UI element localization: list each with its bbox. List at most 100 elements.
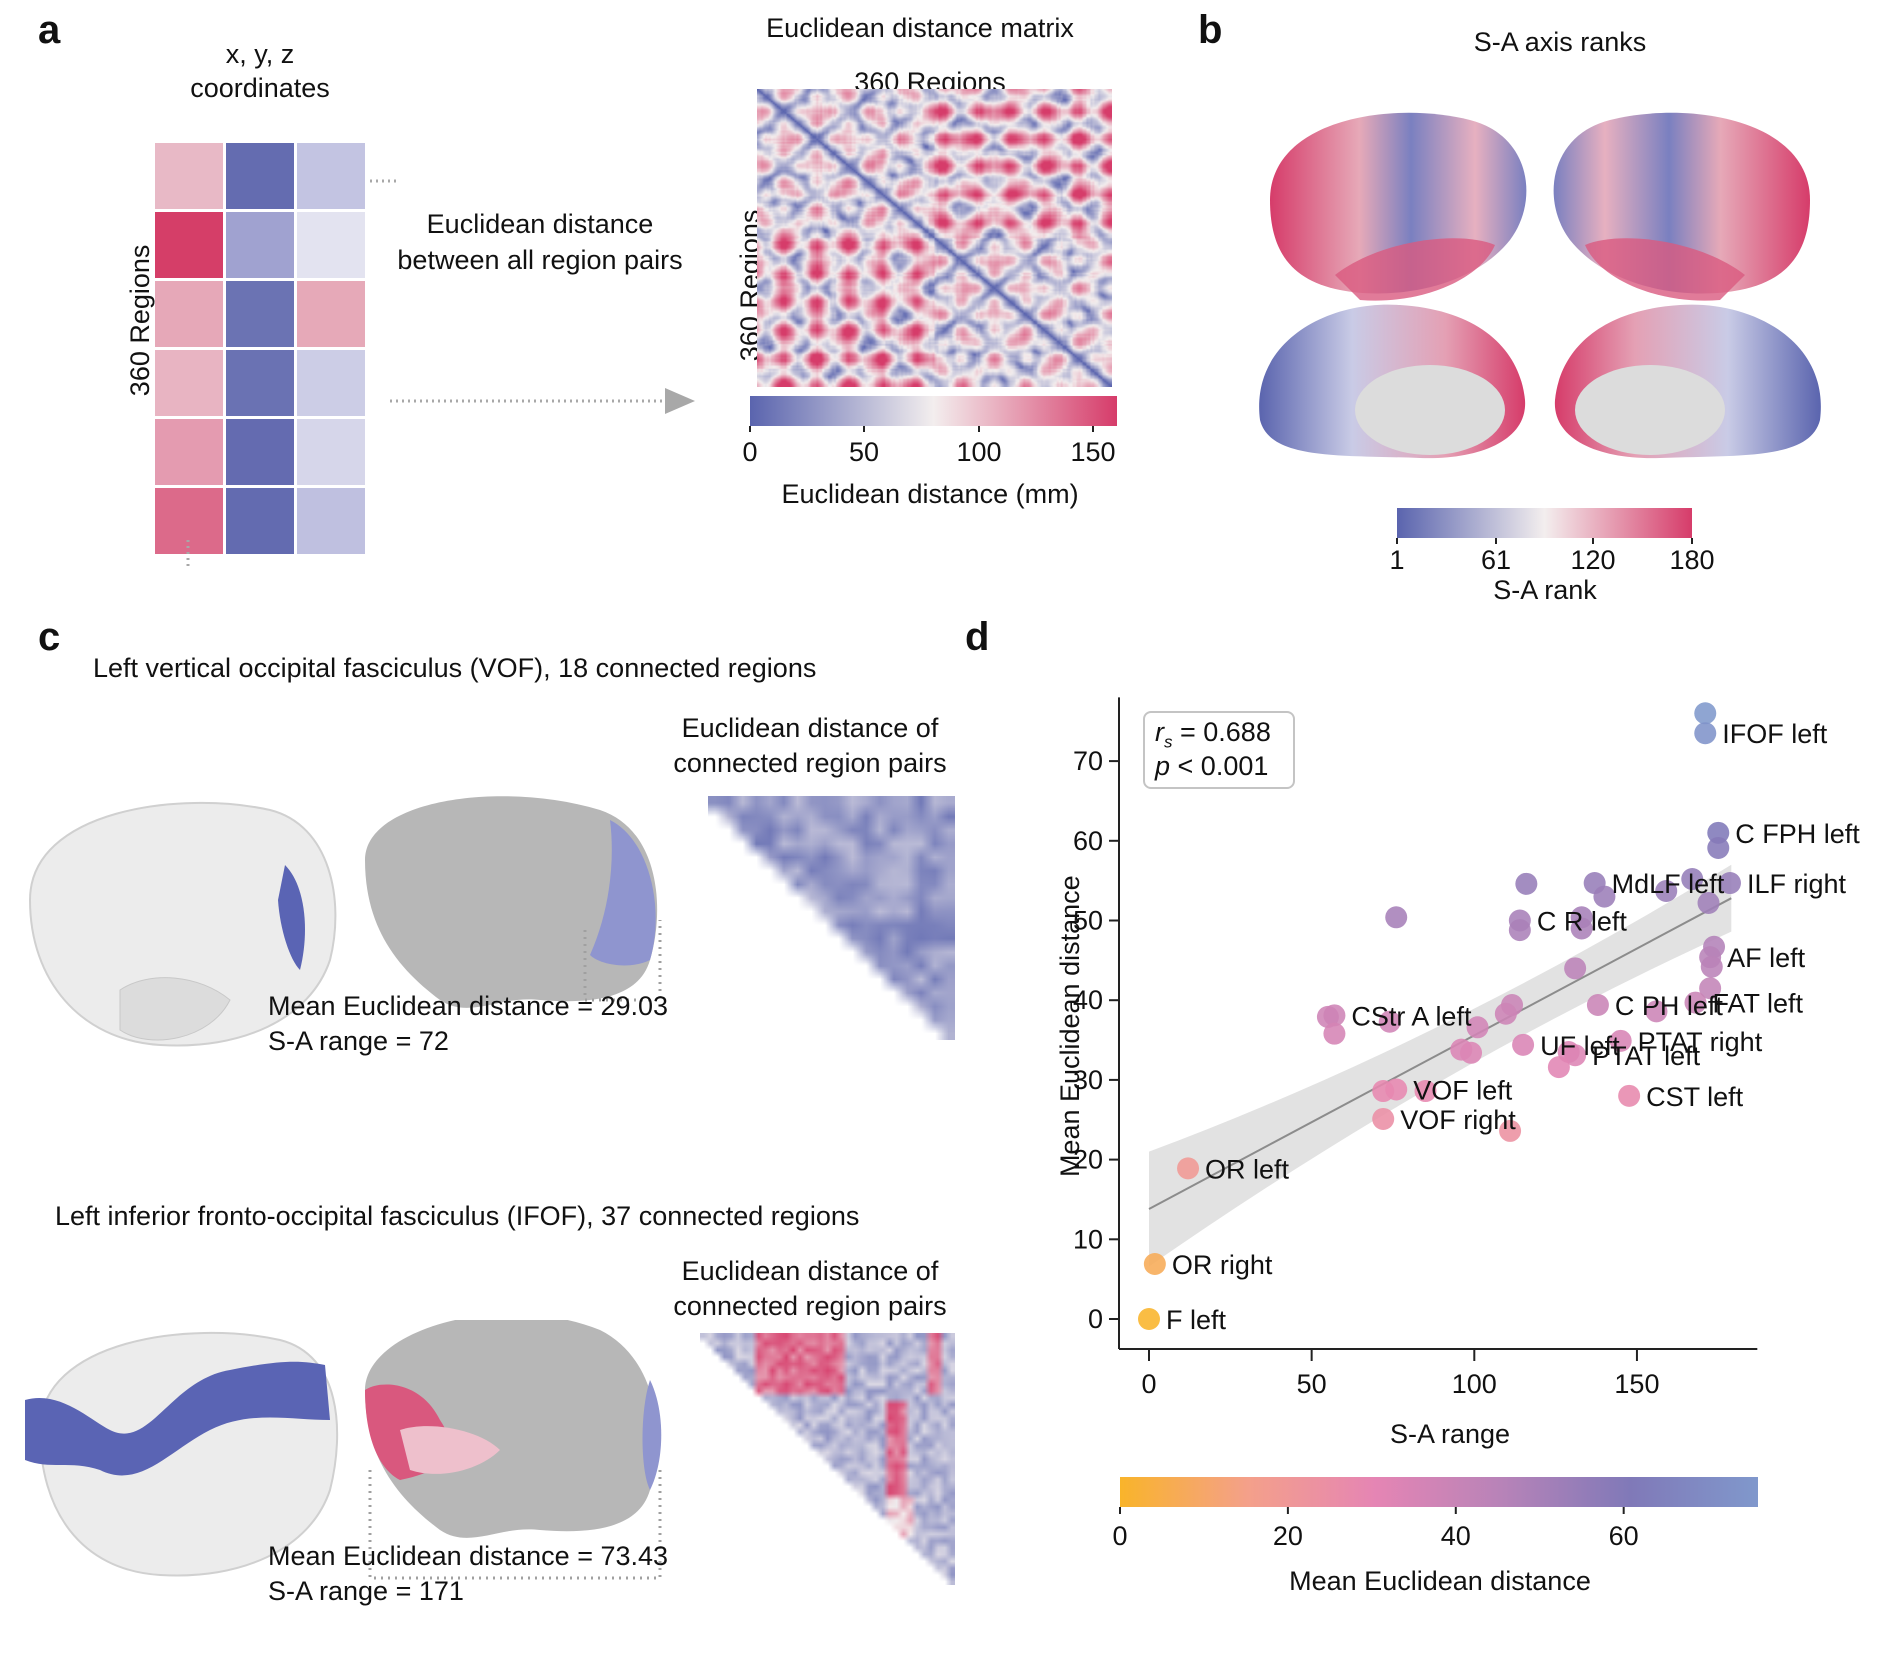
sa-rank-colorbar: [1397, 508, 1692, 538]
cb-b-tick-label: 180: [1669, 545, 1715, 575]
cortical-surfaces: [1259, 112, 1821, 459]
data-point: [1138, 1308, 1160, 1330]
mean-distance-colorbar-ticks: [1119, 1507, 1625, 1514]
euclidean-distance-matrix: [757, 89, 1112, 387]
ifof-distance-triangle: [700, 1333, 955, 1585]
ifof-title: Left inferior fronto-occipital fasciculu…: [55, 1201, 860, 1231]
cb-b-tick-label: 120: [1570, 545, 1616, 575]
point-label: AF left: [1727, 943, 1806, 973]
coordinate-cell: [226, 212, 294, 278]
panel-letter-a: a: [38, 8, 61, 52]
x-tick-label: 50: [1297, 1369, 1327, 1399]
data-point: [1460, 1041, 1483, 1064]
point-label: MdLF left: [1612, 869, 1725, 899]
point-label: PTAT right: [1638, 1027, 1763, 1057]
data-point: [1718, 872, 1741, 895]
data-point: [1177, 1157, 1200, 1180]
cb-b-tick-label: 1: [1389, 545, 1405, 575]
coordinate-cell: [226, 488, 294, 554]
point-label: C R left: [1537, 907, 1628, 937]
data-point: [1547, 1056, 1570, 1079]
cb-d-tick-label: 60: [1608, 1521, 1639, 1551]
x-axis-label: S-A range: [1389, 1419, 1511, 1449]
matrix-title: Euclidean distance matrix: [766, 13, 1074, 43]
ifof-tract: [25, 1361, 330, 1476]
vof-range-text: S-A range = 72: [268, 1026, 449, 1056]
cb-a-tick-label: 100: [956, 437, 1002, 467]
right-medial-wall: [1575, 365, 1725, 455]
y-tick-label: 0: [1088, 1304, 1103, 1334]
coordinate-cell: [226, 350, 294, 416]
point-label: PTAT left: [1592, 1041, 1701, 1071]
point-label: C FPH left: [1735, 819, 1860, 849]
p-stat: p < 0.001: [1155, 751, 1269, 781]
data-point: [1515, 872, 1538, 895]
x-tick-label: 100: [1452, 1369, 1497, 1399]
y-tick-label: 10: [1073, 1224, 1103, 1254]
data-point: [1378, 1010, 1401, 1033]
arrow-label-line1: Euclidean distance: [426, 209, 654, 239]
vof-title: Left vertical occipital fasciculus (VOF)…: [93, 653, 817, 683]
confidence-band: [1149, 864, 1732, 1267]
ifof-occipital-region: [642, 1380, 662, 1490]
coordinate-cell: [297, 143, 365, 209]
coordinate-cell: [226, 419, 294, 485]
data-point: [1466, 1016, 1489, 1039]
data-point: [1323, 1022, 1346, 1045]
data-point: [1700, 955, 1723, 978]
ifof-temporal-region: [400, 1426, 500, 1474]
regression-line: [1148, 897, 1732, 1210]
data-point: [1618, 1084, 1641, 1107]
coordinate-cell: [155, 212, 223, 278]
point-label: UF left: [1540, 1031, 1620, 1061]
point-label: VOF right: [1400, 1105, 1516, 1135]
sa-rank-colorbar-ticks: [1396, 538, 1693, 544]
y-tick-label: 20: [1073, 1145, 1103, 1175]
coordinate-cell: [155, 419, 223, 485]
vof-tract: [278, 865, 305, 970]
ifof-brain-renders: [25, 1320, 662, 1580]
point-label: OR left: [1205, 1154, 1290, 1184]
x-tick-label: 0: [1141, 1369, 1156, 1399]
coordinate-cell: [155, 281, 223, 347]
point-label: OR right: [1172, 1250, 1273, 1280]
surface-title: S-A axis ranks: [1473, 27, 1647, 57]
data-point: [1684, 991, 1707, 1014]
cb-a-label: Euclidean distance (mm): [781, 479, 1079, 509]
data-point: [1645, 1000, 1668, 1023]
data-point: [1697, 891, 1720, 914]
ifof-surface: [365, 1320, 658, 1538]
data-point: [1570, 917, 1593, 940]
coordinate-cell: [297, 281, 365, 347]
coordinate-cell: [226, 143, 294, 209]
cb-d-tick-label: 20: [1272, 1521, 1303, 1551]
data-point: [1385, 1078, 1408, 1101]
y-tick-label: 40: [1073, 985, 1103, 1015]
ifof-zoom-box: [368, 1470, 662, 1580]
coord-title-line2: coordinates: [190, 73, 330, 103]
vof-occipital-region: [590, 820, 656, 966]
data-point: [1143, 1253, 1166, 1276]
rs-stat: rs = 0.688: [1155, 717, 1271, 752]
data-point: [1655, 880, 1678, 903]
panel-letter-b: b: [1198, 8, 1223, 52]
cb-a-tick-label: 150: [1070, 437, 1116, 467]
data-point: [1564, 957, 1587, 980]
y-tick-label: 70: [1073, 746, 1103, 776]
cb-b-label: S-A rank: [1493, 575, 1597, 605]
data-point: [1593, 885, 1616, 908]
cb-d-tick-label: 0: [1112, 1521, 1128, 1551]
ifof-matrix-title-1: Euclidean distance of: [681, 1256, 939, 1286]
vof-surface: [365, 796, 658, 1008]
coordinate-cell: [297, 350, 365, 416]
left-temporal-lobe: [1335, 238, 1495, 301]
coordinate-cell: [297, 488, 365, 554]
point-label: CStr A left: [1351, 1001, 1472, 1031]
arrow-head-icon: [665, 388, 695, 414]
distance-colorbar-ticks: [749, 426, 1094, 432]
vof-cerebellum: [119, 977, 231, 1041]
data-point: [1699, 977, 1722, 1000]
vof-brain-renders: [28, 796, 662, 1047]
point-label: IFOF left: [1722, 719, 1828, 749]
